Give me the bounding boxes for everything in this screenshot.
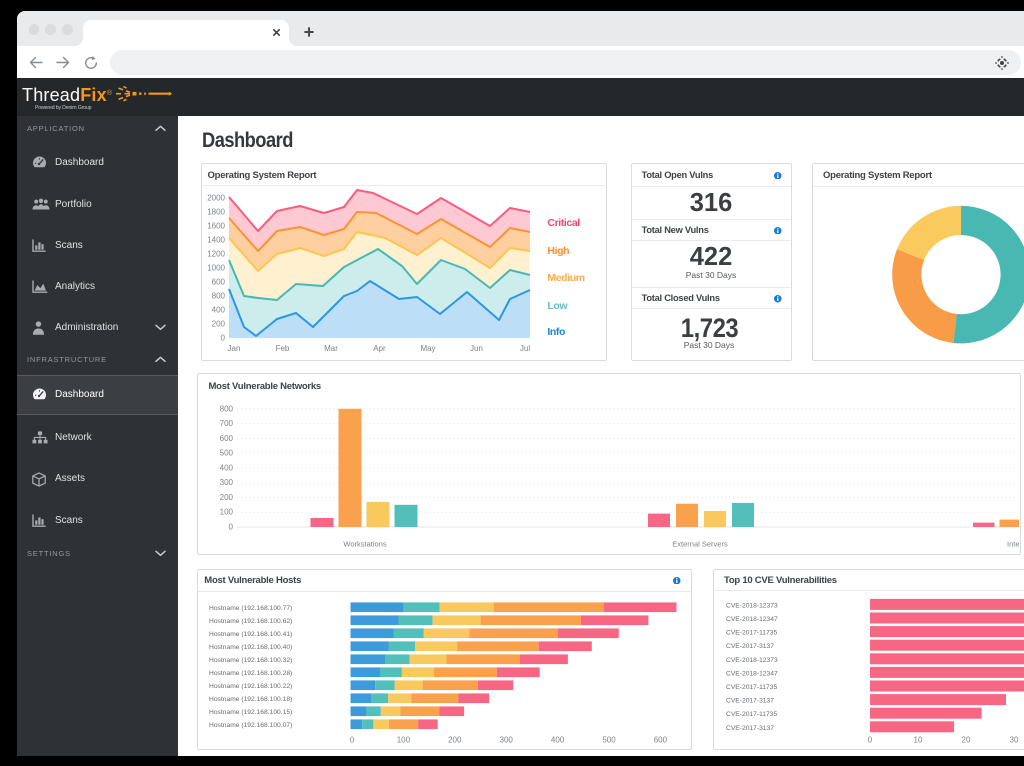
svg-text:400: 400 <box>220 463 234 472</box>
svg-text:Hostname (192.168.100.18): Hostname (192.168.100.18) <box>209 696 292 703</box>
svg-text:100: 100 <box>220 507 234 516</box>
svg-text:Hostname (192.168.100.41): Hostname (192.168.100.41) <box>209 631 292 638</box>
svg-text:300: 300 <box>220 478 234 487</box>
svg-text:Jul: Jul <box>520 344 530 353</box>
svg-text:800: 800 <box>212 292 226 301</box>
svg-text:300: 300 <box>500 736 514 745</box>
svg-text:400: 400 <box>551 736 565 745</box>
svg-text:Workstations: Workstations <box>343 539 386 548</box>
svg-text:Jun: Jun <box>470 344 483 353</box>
svg-text:Feb: Feb <box>276 344 290 353</box>
svg-text:1400: 1400 <box>207 236 225 245</box>
svg-text:2000: 2000 <box>207 194 225 203</box>
svg-text:CVE-2017-11735: CVE-2017-11735 <box>726 711 777 718</box>
svg-text:CVE-2018-12347: CVE-2018-12347 <box>726 670 778 677</box>
svg-text:CVE-2017-3137: CVE-2017-3137 <box>726 643 774 650</box>
svg-text:External Servers: External Servers <box>672 539 728 548</box>
svg-text:1600: 1600 <box>207 222 225 231</box>
svg-text:1200: 1200 <box>207 250 225 259</box>
svg-text:Jan: Jan <box>228 344 241 353</box>
svg-text:200: 200 <box>212 320 226 329</box>
svg-text:400: 400 <box>212 306 226 315</box>
svg-text:500: 500 <box>220 448 234 457</box>
svg-text:600: 600 <box>654 736 668 745</box>
svg-text:CVE-2018-12347: CVE-2018-12347 <box>726 616 778 623</box>
svg-text:0: 0 <box>229 522 234 531</box>
svg-text:20: 20 <box>962 736 971 745</box>
svg-text:200: 200 <box>448 736 462 745</box>
svg-text:Hostname (192.168.100.40): Hostname (192.168.100.40) <box>209 644 292 651</box>
svg-text:CVE-2017-3137: CVE-2017-3137 <box>726 725 774 732</box>
svg-text:CVE-2018-12373: CVE-2018-12373 <box>726 602 778 609</box>
svg-text:Interna: Interna <box>1007 539 1019 548</box>
svg-text:Hostname (192.168.100.77): Hostname (192.168.100.77) <box>209 605 292 612</box>
svg-text:CVE-2017-11735: CVE-2017-11735 <box>726 630 777 637</box>
svg-text:0: 0 <box>350 736 355 745</box>
svg-text:CVE-2017-3137: CVE-2017-3137 <box>726 698 774 705</box>
svg-text:30: 30 <box>1010 736 1019 745</box>
svg-text:Hostname (192.168.100.07): Hostname (192.168.100.07) <box>209 722 292 729</box>
svg-text:Hostname (192.168.100.62): Hostname (192.168.100.62) <box>209 618 292 625</box>
svg-text:500: 500 <box>602 736 616 745</box>
svg-text:Apr: Apr <box>373 344 386 353</box>
svg-text:0: 0 <box>221 334 226 343</box>
svg-text:200: 200 <box>220 492 234 501</box>
svg-text:Hostname (192.168.100.32): Hostname (192.168.100.32) <box>209 657 292 664</box>
svg-text:Hostname (192.168.100.15): Hostname (192.168.100.15) <box>209 709 292 716</box>
svg-text:CVE-2018-12373: CVE-2018-12373 <box>726 657 778 664</box>
svg-text:1000: 1000 <box>207 264 225 273</box>
svg-text:100: 100 <box>397 736 411 745</box>
svg-text:10: 10 <box>914 736 923 745</box>
svg-text:0: 0 <box>868 736 873 745</box>
svg-text:1800: 1800 <box>207 208 225 217</box>
svg-text:Mar: Mar <box>324 344 338 353</box>
svg-text:800: 800 <box>220 404 234 413</box>
svg-text:600: 600 <box>220 433 234 442</box>
svg-text:CVE-2017-11735: CVE-2017-11735 <box>726 684 777 691</box>
svg-text:700: 700 <box>220 419 234 428</box>
svg-text:Hostname (192.168.100.22): Hostname (192.168.100.22) <box>209 683 292 690</box>
svg-text:May: May <box>420 344 435 353</box>
svg-text:600: 600 <box>212 278 226 287</box>
svg-text:Hostname (192.168.100.28): Hostname (192.168.100.28) <box>209 670 292 677</box>
